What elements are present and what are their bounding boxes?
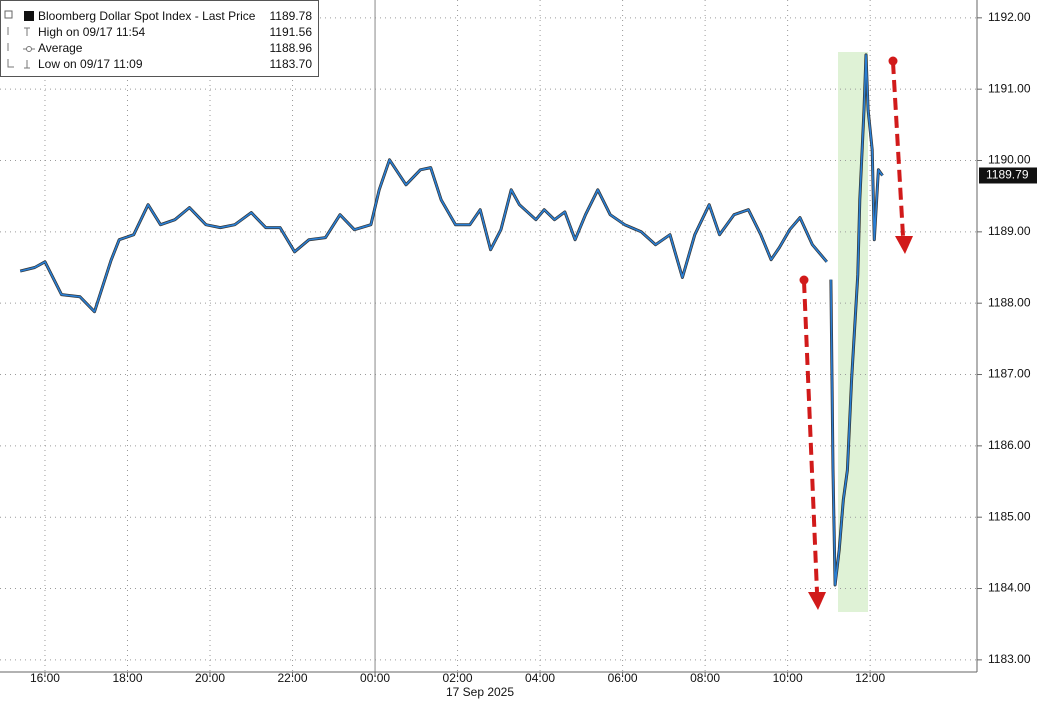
legend-value: 1188.96	[270, 41, 313, 55]
y-tick-label: 1187.00	[988, 367, 1031, 381]
y-tick-label: 1184.00	[988, 581, 1031, 595]
x-tick-label: 12:00	[855, 671, 885, 685]
price-line	[19, 53, 884, 587]
arrow	[888, 56, 913, 254]
plot	[19, 53, 884, 587]
y-tick-label: 1185.00	[988, 509, 1031, 523]
legend-label: Low on 09/17 11:09	[38, 57, 143, 71]
x-tick-label: 22:00	[278, 671, 308, 685]
x-tick-label: 06:00	[608, 671, 638, 685]
y-tick-label: 1192.00	[988, 10, 1031, 24]
y-tick-label: 1188.00	[988, 295, 1031, 309]
x-tick-label: 18:00	[112, 671, 142, 685]
legend-label: Bloomberg Dollar Spot Index - Last Price	[38, 9, 256, 23]
legend-value: 1189.78	[270, 9, 313, 23]
legend-value: 1183.70	[270, 57, 313, 71]
legend-label: Average	[38, 41, 83, 55]
last-price-tag	[979, 167, 1037, 184]
x-tick-label: 20:00	[195, 671, 225, 685]
y-tick-label: 1183.00	[988, 652, 1031, 666]
x-tick-label: 04:00	[525, 671, 555, 685]
last-price-label: 1189.79	[986, 168, 1029, 182]
x-tick-label: 08:00	[690, 671, 720, 685]
x-tick-label: 00:00	[360, 671, 390, 685]
y-tick-label: 1186.00	[988, 438, 1031, 452]
x-tick-label: 02:00	[443, 671, 473, 685]
price-line	[20, 54, 884, 586]
x-tick-label: 10:00	[773, 671, 803, 685]
arrow	[799, 275, 826, 610]
grid	[0, 0, 977, 672]
legend: Bloomberg Dollar Spot Index - Last Price…	[0, 0, 319, 77]
x-tick-label: 16:00	[30, 671, 60, 685]
y-tick-label: 1189.00	[988, 224, 1031, 238]
y-tick-label: 1191.00	[988, 81, 1031, 95]
legend-value: 1191.56	[270, 25, 313, 39]
legend-label: High on 09/17 11:54	[38, 25, 146, 39]
y-tick-label: 1190.00	[988, 153, 1031, 167]
x-axis-label: 17 Sep 2025	[446, 685, 514, 699]
